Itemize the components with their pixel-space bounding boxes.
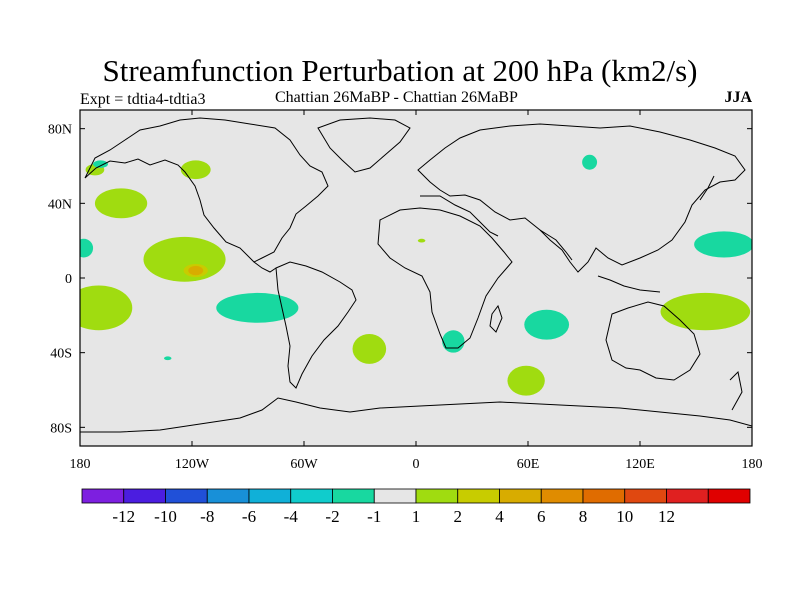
coastlines — [80, 117, 752, 433]
contour-region-9 — [164, 356, 172, 361]
contour-region-17 — [660, 292, 751, 331]
season-label: JJA — [724, 89, 752, 106]
coast-india — [539, 229, 573, 261]
coast-north-america — [84, 117, 329, 263]
contour-region-2 — [180, 160, 211, 180]
lon-tick-label: 180 — [70, 457, 91, 472]
colorbar-label: -6 — [242, 507, 256, 526]
coast-central-america — [253, 261, 277, 273]
coast-japan — [699, 175, 715, 201]
lat-tick-label: 80N — [48, 123, 72, 138]
colorbar-label: -12 — [112, 507, 135, 526]
coast-indonesia — [597, 275, 661, 293]
colorbar-swatch — [248, 488, 292, 504]
colorbar-label: 6 — [537, 507, 546, 526]
period-label: Chattian 26MaBP - Chattian 26MaBP — [275, 89, 518, 106]
colorbar-swatch — [206, 488, 250, 504]
coast-antarctica — [80, 397, 752, 433]
colorbar-swatch — [540, 488, 584, 504]
experiment-label: Expt = tdtia4-tdtia3 — [80, 91, 206, 108]
colorbar-swatch — [290, 488, 333, 504]
longitude-axis: 180 120W 60W 0 60E 120E 180 — [70, 110, 763, 472]
colorbar-swatch — [373, 488, 417, 504]
contour-region-8 — [216, 292, 299, 323]
colorbar-swatch — [624, 488, 667, 504]
contour-region-4 — [93, 160, 108, 168]
lat-tick-label: 0 — [65, 272, 72, 287]
contour-region-15 — [507, 365, 545, 396]
colorbar-swatch — [666, 488, 709, 504]
contour-region-11 — [582, 154, 598, 170]
colorbar-swatch — [123, 488, 166, 504]
field-contours — [80, 154, 752, 396]
lon-tick-label: 120W — [175, 457, 210, 472]
colorbar-swatch — [81, 488, 125, 504]
colorbar-label: 12 — [658, 507, 675, 526]
lat-tick-label: 40S — [50, 347, 72, 362]
contour-region-10 — [352, 334, 387, 364]
coast-australia — [605, 301, 701, 381]
colorbar-swatch — [332, 488, 375, 504]
coast-new-zealand — [729, 370, 743, 411]
coast-south-america — [275, 261, 357, 389]
lon-tick-label: 0 — [413, 457, 420, 472]
colorbar-swatch — [415, 488, 459, 504]
colorbar-swatch — [582, 488, 626, 504]
coast-africa — [377, 207, 513, 349]
colorbar-swatch — [165, 488, 208, 504]
lat-tick-label: 40N — [48, 197, 72, 212]
colorbar-label: -4 — [284, 507, 299, 526]
colorbar-label: 10 — [616, 507, 633, 526]
colorbar-label: 4 — [495, 507, 504, 526]
colorbar-swatch — [457, 488, 500, 504]
coast-madagascar — [489, 304, 503, 333]
colorbar-label: 2 — [454, 507, 463, 526]
colorbar-swatch — [707, 488, 751, 504]
contour-maximum-5 — [188, 265, 204, 276]
contour-region-12 — [417, 238, 426, 243]
colorbar-label: 8 — [579, 507, 588, 526]
lon-tick-label: 180 — [742, 457, 763, 472]
lon-tick-label: 120E — [625, 457, 655, 472]
lat-tick-label: 80S — [50, 421, 72, 436]
contour-region-16 — [694, 231, 752, 258]
contour-region-7 — [80, 285, 133, 331]
colorbar-label: -2 — [325, 507, 339, 526]
coast-europe-south — [420, 195, 499, 237]
plot-title: Streamfunction Perturbation at 200 hPa (… — [102, 53, 698, 88]
colorbar-label: -8 — [200, 507, 214, 526]
contour-region-6 — [80, 238, 94, 258]
lon-tick-label: 60E — [517, 457, 540, 472]
colorbar-swatch — [499, 488, 542, 504]
lon-tick-label: 60W — [290, 457, 318, 472]
contour-region-1 — [94, 188, 148, 219]
coast-greenland — [317, 117, 411, 173]
coast-eurasia — [417, 123, 746, 273]
colorbar-label: -1 — [367, 507, 381, 526]
contour-region-5 — [143, 236, 226, 282]
contour-region-14 — [524, 309, 570, 340]
colorbar: -12 -10 -8 -6 -4 -2 -1 1 2 4 6 8 10 12 — [81, 488, 751, 526]
colorbar-label: -10 — [154, 507, 177, 526]
latitude-axis: 80N 40N 0 40S 80S — [48, 123, 752, 436]
contour-region-13 — [442, 330, 465, 353]
colorbar-label: 1 — [412, 507, 421, 526]
